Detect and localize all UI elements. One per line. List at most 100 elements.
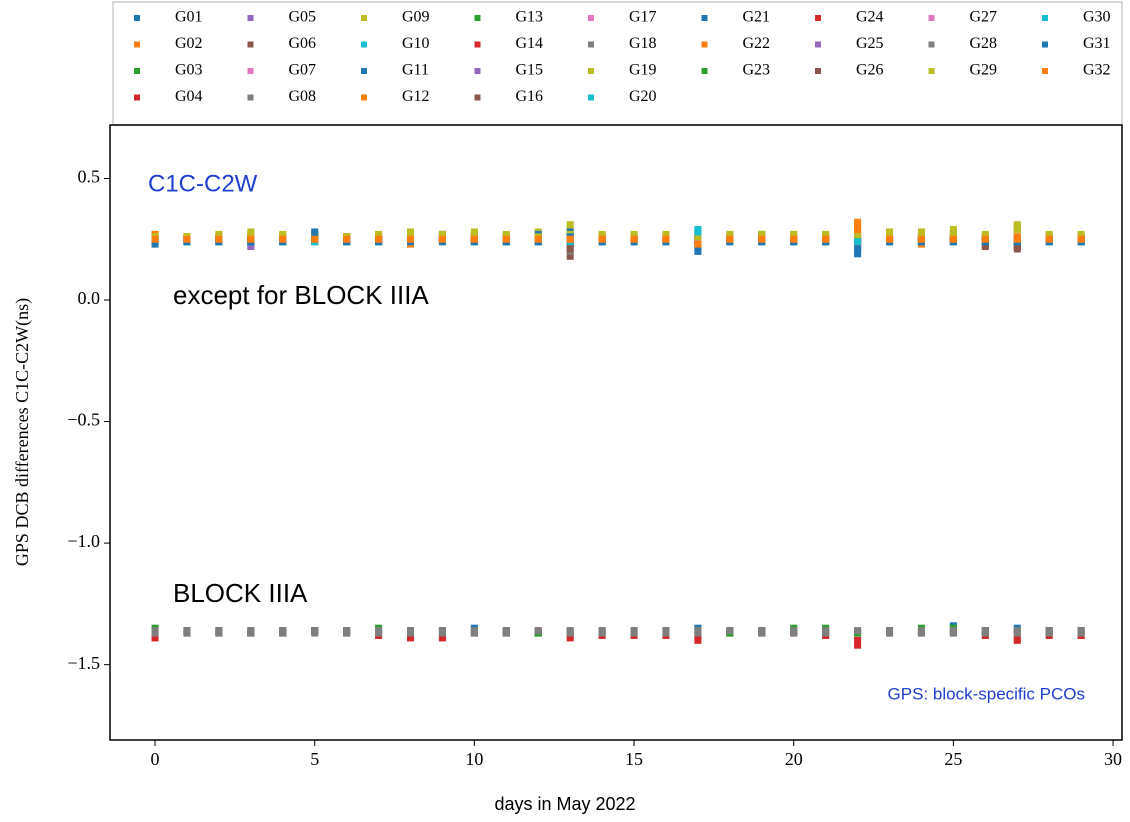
legend-marker [815,15,821,21]
point [311,235,319,243]
x-axis-label: days in May 2022 [494,794,635,814]
point [1013,223,1021,231]
legend-marker [474,68,481,74]
legend-label: G11 [402,62,429,79]
point [981,627,989,635]
legend-marker [928,68,935,74]
point [790,627,798,635]
legend-label: G10 [402,35,430,52]
y-tick-label: 0.5 [78,167,101,187]
x-tick-label: 10 [465,749,483,769]
legend-marker [701,15,708,21]
legend-label: G21 [743,9,771,26]
point [470,627,478,635]
y-tick-label: −1.0 [67,531,100,551]
point [151,627,159,635]
point [375,235,383,243]
legend-marker [134,15,140,21]
legend-label: G30 [1083,9,1111,26]
point [247,243,255,251]
point [311,627,319,635]
point [407,627,415,635]
point [215,627,223,635]
legend-marker [134,68,140,74]
legend-label: G02 [175,35,203,52]
point [1077,235,1085,243]
point [854,223,862,231]
point [854,233,862,241]
point [949,627,957,635]
y-tick-label: −0.5 [67,410,100,430]
legend-label: G07 [289,62,317,79]
legend-label: G17 [629,9,657,26]
legend-label: G05 [289,9,317,26]
point [1077,627,1085,635]
legend-marker [247,94,254,101]
point [1045,235,1053,243]
legend-label: G09 [402,9,430,26]
point [598,235,606,243]
legend-marker [134,41,140,48]
point [438,235,446,243]
point [1045,627,1053,635]
point [279,235,287,243]
x-tick-label: 30 [1104,749,1122,769]
x-tick-label: 5 [310,749,319,769]
legend-marker [815,68,821,74]
point [1013,627,1021,635]
legend-marker [361,41,367,48]
legend-marker [928,15,935,21]
legend-label: G12 [402,88,430,105]
y-tick-label: 0.0 [78,288,101,308]
x-tick-label: 15 [625,749,643,769]
point [375,627,383,635]
legend-label: G31 [1083,35,1111,52]
point [598,627,606,635]
point [566,245,574,253]
legend-marker [247,41,254,48]
legend-label: G22 [743,35,771,52]
legend-label: G14 [516,35,544,52]
point [502,235,510,243]
point [662,627,670,635]
point [758,627,766,635]
point [343,235,351,243]
point [183,627,191,635]
legend-label: G24 [856,9,884,26]
legend-marker [588,68,594,74]
annotation: BLOCK IIIA [173,578,308,608]
legend-label: G15 [516,62,544,79]
legend-label: G01 [175,9,203,26]
legend-label: G04 [175,88,203,105]
legend-label: G32 [1083,62,1111,79]
point [949,235,957,243]
point [822,627,830,635]
legend-marker [1042,15,1048,21]
legend-marker [1042,68,1048,74]
y-axis-label: GPS DCB differences C1C-C2W(ns) [12,298,33,566]
plot-frame [109,124,1123,741]
legend-label: G25 [856,35,884,52]
point [151,235,159,243]
legend-marker [361,68,367,74]
point [247,235,255,243]
legend-label: G03 [175,62,203,79]
legend-frame [112,1,1123,126]
point [854,641,862,649]
legend-label: G20 [629,88,657,105]
legend-marker [588,41,594,48]
legend-marker [361,15,367,21]
point [247,627,255,635]
legend-marker [815,41,821,48]
point [694,247,702,255]
legend-marker [474,15,481,21]
point [534,235,542,243]
point [662,235,670,243]
legend-marker [588,15,594,21]
legend-marker [361,94,367,101]
legend-label: G19 [629,62,657,79]
point [758,235,766,243]
point [917,627,925,635]
